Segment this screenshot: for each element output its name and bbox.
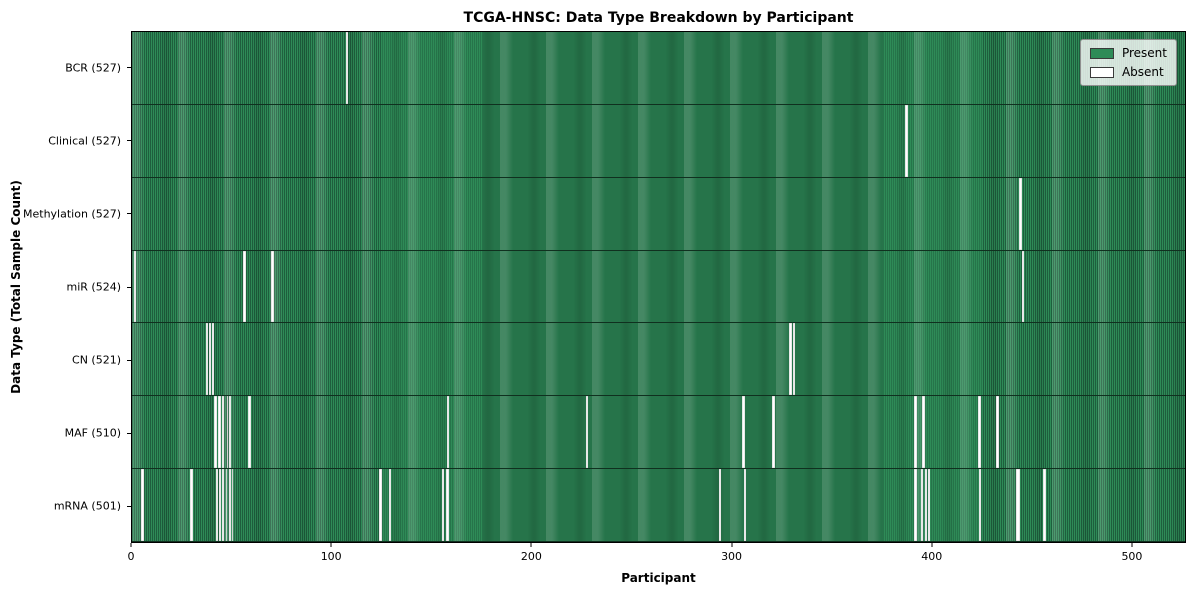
absent-stripe: [228, 469, 231, 541]
y-tick-mark: [127, 140, 131, 142]
absent-stripe: [742, 396, 745, 469]
x-tick-label-0: 0: [127, 550, 135, 563]
absent-stripe: [205, 323, 208, 396]
heatmap-row-mir: [132, 250, 1185, 324]
absent-stripe: [225, 469, 228, 541]
absent-stripe: [921, 469, 924, 541]
absent-stripe: [996, 396, 999, 469]
absent-stripe: [978, 396, 981, 469]
x-tick-mark: [1131, 543, 1133, 547]
absent-stripe: [228, 396, 231, 469]
legend-label-absent: Absent: [1121, 65, 1164, 79]
absent-stripe: [217, 396, 221, 469]
legend-label-present: Present: [1121, 46, 1167, 60]
legend-item-present: Present: [1089, 46, 1167, 60]
absent-stripe: [914, 469, 918, 541]
x-tick-label-300: 300: [721, 550, 743, 563]
absent-stripe: [388, 469, 392, 541]
x-tick-label-100: 100: [320, 550, 342, 563]
y-axis-ticks: BCR (527) Clinical (527) Methylation (527)…: [0, 31, 131, 543]
absent-stripe: [924, 469, 927, 541]
absent-stripe: [213, 396, 217, 469]
x-tick-mark: [530, 543, 532, 547]
absent-stripe: [222, 469, 225, 541]
absent-stripe: [231, 469, 233, 541]
x-tick-label-200: 200: [520, 550, 542, 563]
y-tick-label-mir: miR (524): [66, 280, 122, 294]
y-tick-mark: [127, 213, 131, 215]
chart-title: TCGA-HNSC: Data Type Breakdown by Partic…: [463, 10, 854, 26]
x-tick-mark: [330, 543, 332, 547]
x-tick-mark: [130, 543, 132, 547]
x-tick-mark: [731, 543, 733, 547]
y-tick-mark: [127, 67, 131, 69]
x-axis-label: Participant: [621, 571, 696, 585]
absent-stripe: [1021, 250, 1025, 323]
absent-stripe: [772, 396, 775, 469]
x-axis-ticks: 0 100 200 300 400 500: [127, 543, 1186, 567]
plot-area: Present Absent: [131, 31, 1186, 543]
absent-stripe: [133, 250, 137, 323]
x-tick-mark: [931, 543, 933, 547]
absent-stripe: [922, 396, 926, 469]
absent-stripe: [378, 469, 382, 541]
absent-stripe: [271, 250, 274, 323]
heatmap-row-methylation: [132, 177, 1185, 251]
absent-stripe: [1019, 177, 1022, 250]
y-tick-mark: [127, 432, 131, 434]
absent-stripe: [442, 469, 445, 541]
y-tick-label-maf: MAF (510): [64, 426, 121, 440]
legend-swatch-absent-icon: [1089, 66, 1114, 78]
heatmap-row-maf: [132, 396, 1185, 470]
x-tick-label-500: 500: [1121, 550, 1143, 563]
absent-stripe: [141, 469, 144, 541]
y-tick-label-mrna: mRNA (501): [53, 499, 121, 513]
heatmap-row-cn: [132, 323, 1185, 397]
absent-stripe: [446, 396, 450, 469]
absent-stripe: [789, 323, 792, 396]
y-tick-mark: [127, 359, 131, 361]
absent-stripe: [190, 469, 193, 541]
absent-stripe: [914, 396, 918, 469]
absent-stripe: [226, 396, 229, 469]
absent-stripe: [345, 32, 349, 104]
heatmap-row-mrna: [132, 469, 1185, 542]
absent-stripe: [978, 469, 982, 541]
absent-stripe: [905, 104, 908, 177]
absent-stripe: [219, 469, 222, 541]
absent-stripe: [718, 469, 722, 541]
absent-stripe: [221, 396, 225, 469]
x-tick-label-400: 400: [921, 550, 943, 563]
absent-stripe: [243, 250, 246, 323]
y-tick-label-clinical: Clinical (527): [48, 134, 121, 148]
legend-item-absent: Absent: [1089, 65, 1167, 79]
absent-stripe: [743, 469, 746, 541]
absent-stripe: [215, 469, 218, 541]
absent-stripe: [248, 396, 251, 469]
absent-stripe: [927, 469, 930, 541]
absent-stripe: [211, 323, 214, 396]
absent-stripe: [792, 323, 795, 396]
y-tick-label-bcr: BCR (527): [65, 61, 121, 75]
legend-swatch-present-icon: [1089, 47, 1114, 59]
heatmap-row-clinical: [132, 104, 1185, 178]
y-tick-label-methylation: Methylation (527): [23, 207, 121, 221]
absent-stripe: [585, 396, 588, 469]
legend: Present Absent: [1079, 39, 1177, 86]
absent-stripe: [1016, 469, 1021, 541]
y-tick-mark: [127, 505, 131, 507]
absent-stripe: [208, 323, 211, 396]
absent-stripe: [446, 469, 449, 541]
heatmap-row-bcr: [132, 32, 1185, 105]
absent-stripe: [1043, 469, 1047, 541]
y-tick-label-cn: CN (521): [72, 353, 121, 367]
y-tick-mark: [127, 286, 131, 288]
